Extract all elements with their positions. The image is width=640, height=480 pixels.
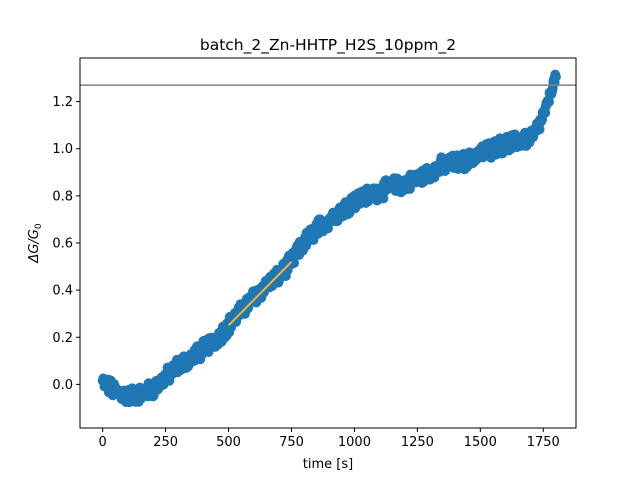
y-tick-label: 0.0	[52, 378, 73, 393]
x-tick-label: 1000	[338, 435, 371, 450]
y-tick-label: 1.2	[52, 95, 73, 110]
x-axis-label: time [s]	[303, 457, 353, 472]
data-point	[289, 257, 300, 268]
data-point	[550, 71, 561, 82]
x-tick-label: 1250	[401, 435, 434, 450]
y-tick-label: 1.0	[52, 142, 73, 157]
x-tick-label: 0	[99, 435, 107, 450]
y-axis-label-main: ΔG/G	[27, 229, 42, 263]
y-axis-label-subscript: 0	[34, 223, 44, 229]
chart-title: batch_2_Zn-HHTP_H2S_10ppm_2	[200, 36, 456, 55]
x-tick-label: 250	[153, 435, 178, 450]
y-tick-label: 0.8	[52, 189, 73, 204]
x-tick-label: 1750	[527, 435, 560, 450]
x-tick-label: 750	[279, 435, 304, 450]
fit-line	[227, 261, 293, 327]
data-marks	[80, 69, 576, 408]
y-tick-label: 0.6	[52, 237, 73, 252]
y-tick-label: 0.4	[52, 284, 73, 299]
x-axis: 0 250 500 750 1000 1250 1500 1750	[99, 428, 560, 450]
y-tick-label: 0.2	[52, 331, 73, 346]
x-tick-label: 1500	[464, 435, 497, 450]
y-axis: 0.0 0.2 0.4 0.6 0.8 1.0 1.2	[52, 95, 80, 393]
y-axis-label: ΔG/G0	[27, 223, 44, 263]
data-point	[534, 124, 545, 135]
x-tick-label: 500	[216, 435, 241, 450]
